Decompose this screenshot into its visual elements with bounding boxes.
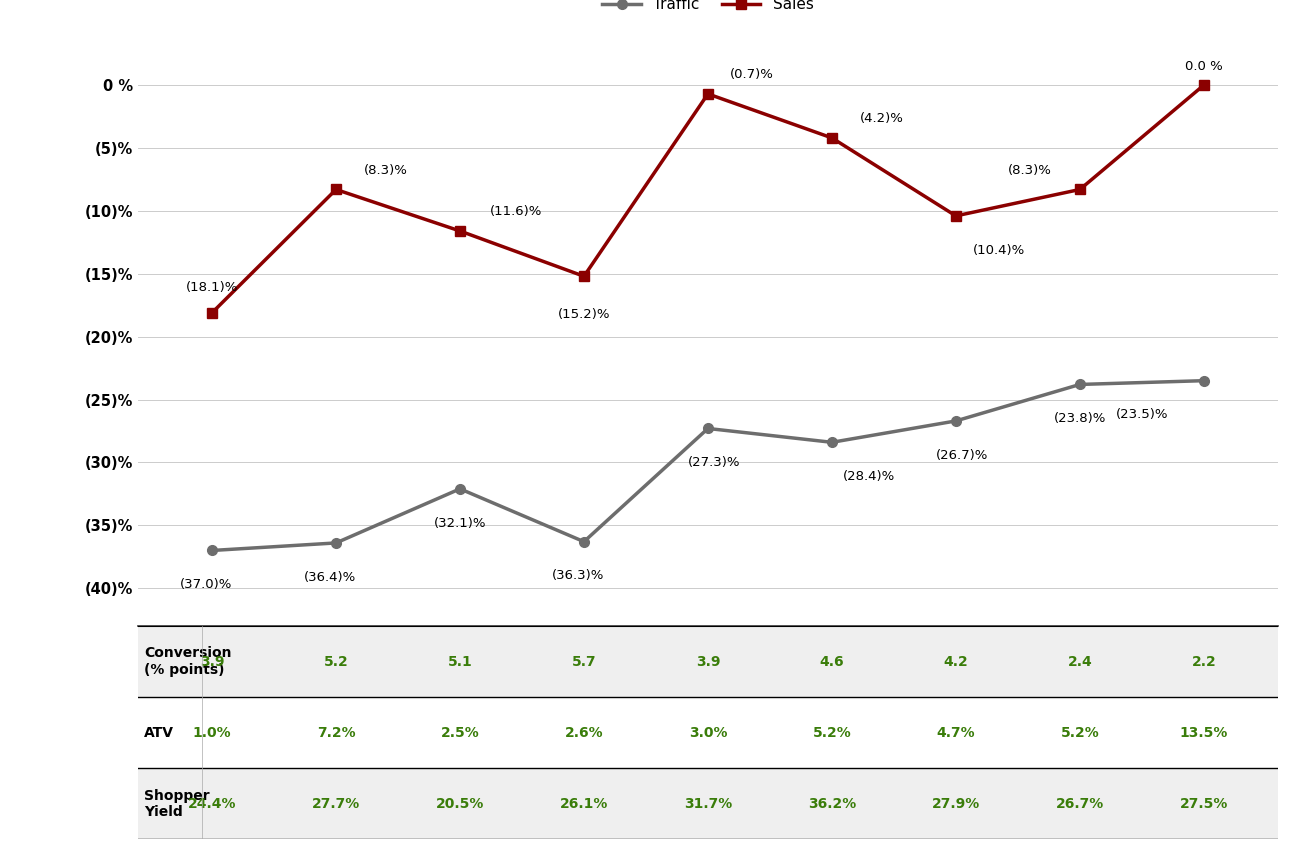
Text: 1.0%: 1.0% xyxy=(193,726,231,740)
Text: 0.0 %: 0.0 % xyxy=(1185,59,1223,72)
Text: 5.2%: 5.2% xyxy=(1061,726,1099,740)
Text: (27.3)%: (27.3)% xyxy=(688,456,741,469)
Bar xyxy=(138,697,1278,768)
Text: 27.5%: 27.5% xyxy=(1180,797,1228,811)
Bar xyxy=(138,626,1278,697)
Text: 2.4: 2.4 xyxy=(1067,654,1092,668)
Text: 3.0%: 3.0% xyxy=(688,726,728,740)
Text: 27.9%: 27.9% xyxy=(932,797,981,811)
Text: (8.3)%: (8.3)% xyxy=(363,164,408,177)
Text: (23.5)%: (23.5)% xyxy=(1116,408,1168,421)
Text: (10.4)%: (10.4)% xyxy=(973,244,1025,257)
Text: (26.7)%: (26.7)% xyxy=(936,449,988,461)
Text: 26.7%: 26.7% xyxy=(1055,797,1104,811)
Text: 5.7: 5.7 xyxy=(572,654,597,668)
Text: Conversion
(% points): Conversion (% points) xyxy=(144,647,231,677)
Text: 2.2: 2.2 xyxy=(1192,654,1217,668)
Text: 13.5%: 13.5% xyxy=(1180,726,1228,740)
Text: (36.4)%: (36.4)% xyxy=(304,571,357,584)
Text: 5.1: 5.1 xyxy=(447,654,472,668)
Legend: Traffic, Sales: Traffic, Sales xyxy=(597,0,819,19)
Text: 36.2%: 36.2% xyxy=(808,797,856,811)
Text: 3.9: 3.9 xyxy=(696,654,720,668)
Text: 4.2: 4.2 xyxy=(944,654,969,668)
Text: (37.0)%: (37.0)% xyxy=(180,578,232,592)
Text: 7.2%: 7.2% xyxy=(317,726,355,740)
Text: Shopper
Yield: Shopper Yield xyxy=(144,789,210,819)
Text: 3.9: 3.9 xyxy=(199,654,224,668)
Text: (4.2)%: (4.2)% xyxy=(860,112,903,126)
Text: 5.2%: 5.2% xyxy=(813,726,851,740)
Text: 4.6: 4.6 xyxy=(819,654,844,668)
Text: (18.1)%: (18.1)% xyxy=(186,281,239,294)
Text: 2.5%: 2.5% xyxy=(440,726,480,740)
Text: (11.6)%: (11.6)% xyxy=(489,206,541,219)
Text: (23.8)%: (23.8)% xyxy=(1054,412,1106,425)
Text: ATV: ATV xyxy=(144,726,174,740)
Text: 5.2: 5.2 xyxy=(324,654,349,668)
Text: (36.3)%: (36.3)% xyxy=(552,569,604,582)
Text: 2.6%: 2.6% xyxy=(565,726,603,740)
Text: 4.7%: 4.7% xyxy=(936,726,975,740)
Text: 31.7%: 31.7% xyxy=(684,797,732,811)
Text: (15.2)%: (15.2)% xyxy=(557,307,610,320)
Text: (8.3)%: (8.3)% xyxy=(1008,164,1053,177)
Text: 20.5%: 20.5% xyxy=(435,797,484,811)
Text: (28.4)%: (28.4)% xyxy=(843,470,895,483)
Bar xyxy=(138,768,1278,839)
Text: 24.4%: 24.4% xyxy=(187,797,236,811)
Text: 27.7%: 27.7% xyxy=(312,797,361,811)
Text: (32.1)%: (32.1)% xyxy=(434,517,486,530)
Text: (0.7)%: (0.7)% xyxy=(729,68,773,81)
Text: 26.1%: 26.1% xyxy=(560,797,608,811)
